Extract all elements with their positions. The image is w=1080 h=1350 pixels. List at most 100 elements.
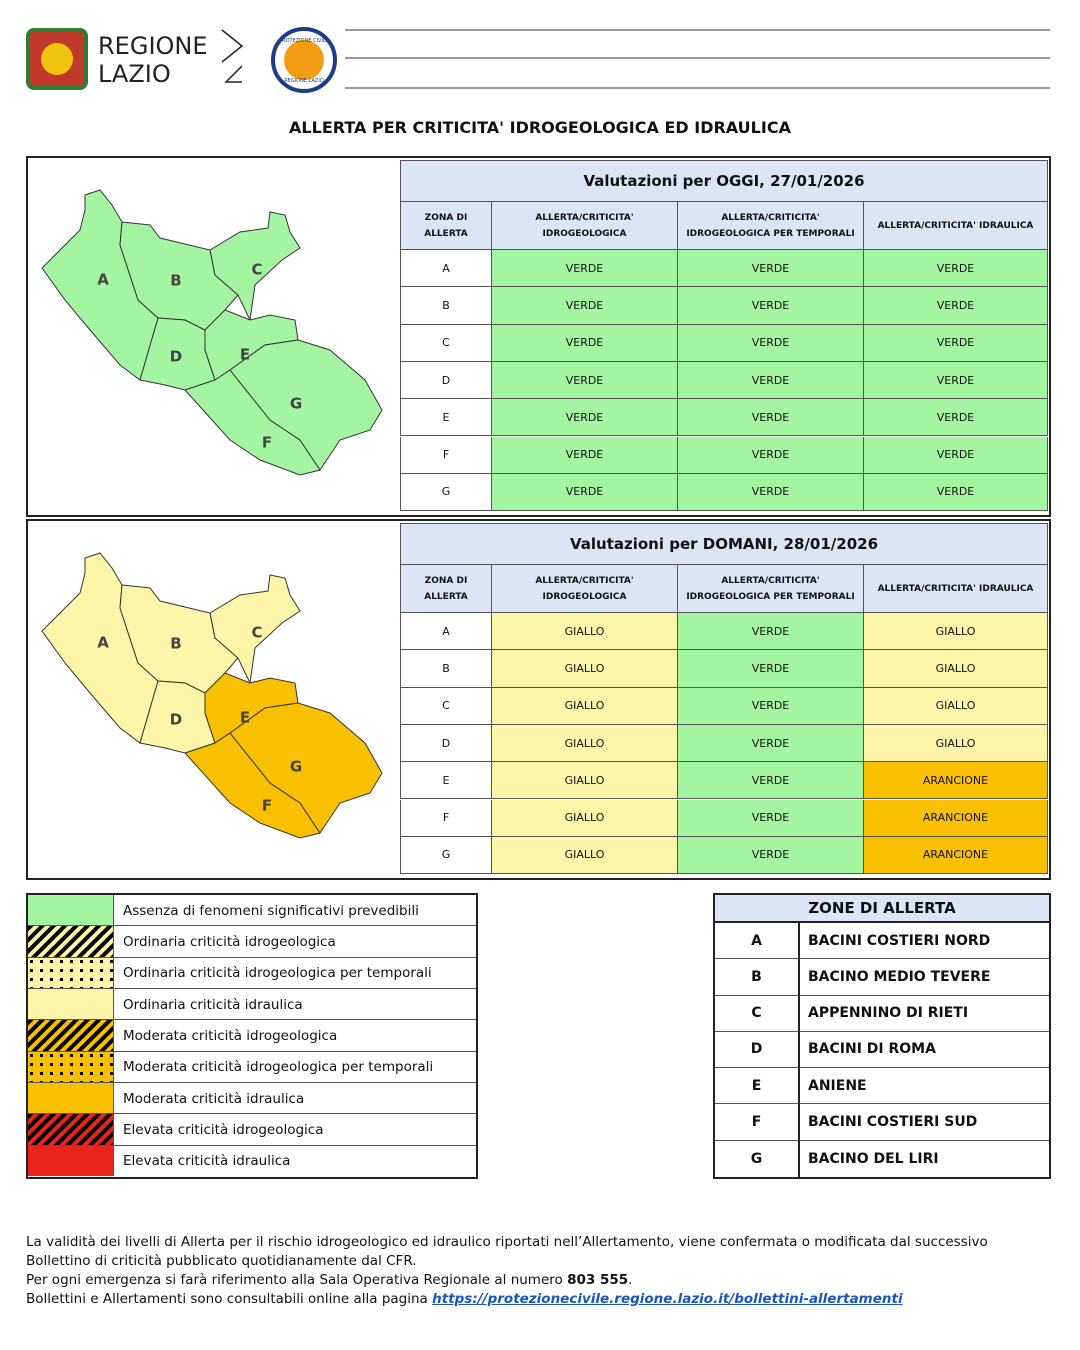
column-header: ALLERTA/CRITICITA' IDRAULICA — [864, 565, 1048, 613]
map-label: D — [170, 711, 182, 729]
map-label: D — [170, 348, 182, 366]
legend-row: Assenza di fenomeni significativi preved… — [28, 895, 476, 927]
link[interactable]: https://protezionecivile.regione.lazio.i… — [432, 1291, 903, 1307]
legend-label: Moderata criticità idrogeologica — [123, 1027, 338, 1044]
alert-cell: VERDE — [864, 473, 1048, 512]
text: . — [628, 1272, 633, 1288]
alert-cell: VERDE — [678, 762, 864, 800]
zone-cell: B — [400, 650, 492, 688]
zone-name: APPENNINO DI RIETI — [800, 996, 1049, 1032]
alert-cell: GIALLO — [492, 799, 678, 837]
alert-cell: VERDE — [678, 324, 864, 362]
brand-line2: LAZIO — [98, 60, 171, 88]
zone-cell: F — [400, 436, 492, 474]
legend-row: Ordinaria criticità idraulica — [28, 989, 476, 1021]
map-label: E — [240, 709, 250, 727]
zone-cell: A — [400, 613, 492, 651]
alert-cell: VERDE — [864, 436, 1048, 474]
footer-line: Bollettini e Allertamenti sono consultab… — [26, 1291, 903, 1307]
alert-cell: VERDE — [678, 687, 864, 725]
zone-code: F — [715, 1104, 800, 1141]
map: A B C D E F G — [41, 552, 383, 839]
alert-cell: GIALLO — [492, 724, 678, 763]
map-zone — [209, 574, 301, 685]
zones-title: ZONE DI ALLERTA — [715, 895, 1049, 923]
legend-label: Ordinaria criticità idraulica — [123, 996, 303, 1013]
alert-cell: VERDE — [492, 399, 678, 437]
alert-cell: VERDE — [492, 436, 678, 474]
swatch-pattern — [28, 1114, 113, 1145]
zone-name: ANIENE — [800, 1068, 1049, 1105]
map-label: B — [170, 635, 181, 653]
swatch-fill — [28, 895, 113, 926]
alert-cell: VERDE — [678, 836, 864, 875]
legend-swatch — [28, 926, 114, 957]
legend-row: Elevata criticità idrogeologica — [28, 1114, 476, 1146]
alert-cell: GIALLO — [492, 836, 678, 875]
alert-cell: VERDE — [678, 287, 864, 325]
swatch-pattern — [28, 1020, 113, 1051]
column-header: ALLERTA/CRITICITA' IDROGEOLOGICA PER TEM… — [678, 202, 864, 250]
map-zone — [229, 339, 383, 471]
map-zone — [229, 702, 383, 834]
legend-row: Ordinaria criticità idrogeologica — [28, 926, 476, 958]
map-label: E — [240, 346, 250, 364]
alert-cell: VERDE — [492, 324, 678, 362]
alert-cell: ARANCIONE — [864, 836, 1048, 875]
zone-code: G — [715, 1140, 800, 1177]
zone-code: B — [715, 959, 800, 996]
map-label: F — [262, 797, 272, 815]
footer-line: Bollettino di criticità pubblicato quoti… — [26, 1253, 417, 1269]
map-label: C — [251, 261, 262, 279]
legend-row: Elevata criticità idraulica — [28, 1145, 476, 1177]
alert-cell: GIALLO — [864, 613, 1048, 651]
legend-swatch — [28, 895, 114, 926]
zones-table: ZONE DI ALLERTA A BACINI COSTIERI NORD B BAC… — [713, 893, 1051, 1179]
zone-cell: C — [400, 687, 492, 725]
alert-cell: VERDE — [678, 361, 864, 400]
zone-cell: D — [400, 724, 492, 763]
alert-cell: VERDE — [492, 250, 678, 288]
legend-swatch — [28, 989, 114, 1020]
alert-cell: VERDE — [678, 613, 864, 651]
alert-cell: VERDE — [492, 473, 678, 512]
column-header: ALLERTA/CRITICITA' IDRAULICA — [864, 202, 1048, 250]
column-header: ALLERTA/CRITICITA' IDROGEOLOGICA — [492, 565, 678, 613]
panel-heading: Valutazioni per OGGI, 27/01/2026 — [400, 160, 1048, 202]
legend-swatch — [28, 957, 114, 988]
column-header: ALLERTA/CRITICITA' IDROGEOLOGICA PER TEM… — [678, 565, 864, 613]
alert-cell: GIALLO — [492, 650, 678, 688]
zone-cell: A — [400, 250, 492, 288]
map-label: G — [290, 395, 302, 413]
alert-cell: VERDE — [864, 361, 1048, 400]
zone-name: BACINI COSTIERI SUD — [800, 1104, 1049, 1141]
legend-label: Elevata criticità idraulica — [123, 1153, 291, 1170]
badge-bottom: REGIONE LAZIO — [284, 78, 324, 84]
footer-line: Per ogni emergenza si farà riferimento a… — [26, 1272, 632, 1288]
zone-code: A — [715, 923, 800, 960]
alert-cell: GIALLO — [864, 650, 1048, 688]
alert-cell: GIALLO — [492, 762, 678, 800]
title: ALLERTA PER CRITICITA' IDROGEOLOGICA ED … — [289, 118, 791, 137]
map-zone — [41, 552, 159, 744]
map: A B C D E F G — [41, 189, 383, 476]
zone-cell: G — [400, 473, 492, 512]
panel-frame — [26, 156, 1051, 517]
alert-cell: VERDE — [864, 250, 1048, 288]
column-header: ZONA DI ALLERTA — [400, 202, 492, 250]
legend-row: Moderata criticità idrogeologica — [28, 1020, 476, 1052]
zone-cell: B — [400, 287, 492, 325]
swatch-fill — [28, 1145, 113, 1176]
text: Per ogni emergenza si farà riferimento a… — [26, 1272, 568, 1288]
column-header: ALLERTA/CRITICITA' IDROGEOLOGICA — [492, 202, 678, 250]
zone-cell: D — [400, 361, 492, 400]
zone-name: BACINI DI ROMA — [800, 1032, 1049, 1069]
swatch-fill — [28, 989, 113, 1020]
header-logos: REGIONE LAZIO PROTEZIONE CIVILE REGIONE … — [26, 27, 337, 93]
legend-swatch — [28, 1051, 114, 1082]
alert-cell: VERDE — [864, 399, 1048, 437]
map-label: B — [170, 272, 181, 290]
legend-label: Elevata criticità idrogeologica — [123, 1121, 324, 1138]
alert-cell: ARANCIONE — [864, 762, 1048, 800]
